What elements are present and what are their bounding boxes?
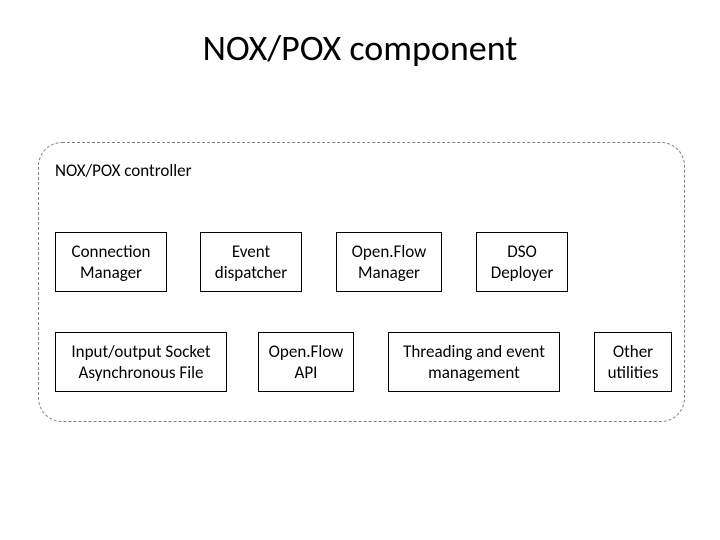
box-event-dispatcher: Event dispatcher	[200, 232, 302, 292]
box-other-utilities: Other utilities	[594, 332, 672, 392]
diagram-page: NOX/POX component NOX/POX controller Con…	[0, 0, 720, 540]
box-label: Event dispatcher	[215, 241, 287, 284]
page-title: NOX/POX component	[0, 26, 720, 70]
box-threading-event-mgmt: Threading and event management	[388, 332, 560, 392]
box-openflow-api: Open.Flow API	[258, 332, 354, 392]
box-label: Threading and event management	[403, 341, 545, 384]
box-label: DSO Deployer	[491, 241, 554, 284]
box-openflow-manager: Open.Flow Manager	[336, 232, 442, 292]
box-connection-manager: Connection Manager	[55, 232, 167, 292]
box-label: Input/output Socket Asynchronous File	[71, 341, 210, 384]
box-label: Other utilities	[608, 341, 659, 384]
box-io-socket-async-file: Input/output Socket Asynchronous File	[55, 332, 227, 392]
box-label: Open.Flow API	[269, 341, 344, 384]
box-dso-deployer: DSO Deployer	[476, 232, 568, 292]
box-label: Connection Manager	[72, 241, 151, 284]
box-label: Open.Flow Manager	[352, 241, 427, 284]
controller-label: NOX/POX controller	[55, 160, 192, 181]
